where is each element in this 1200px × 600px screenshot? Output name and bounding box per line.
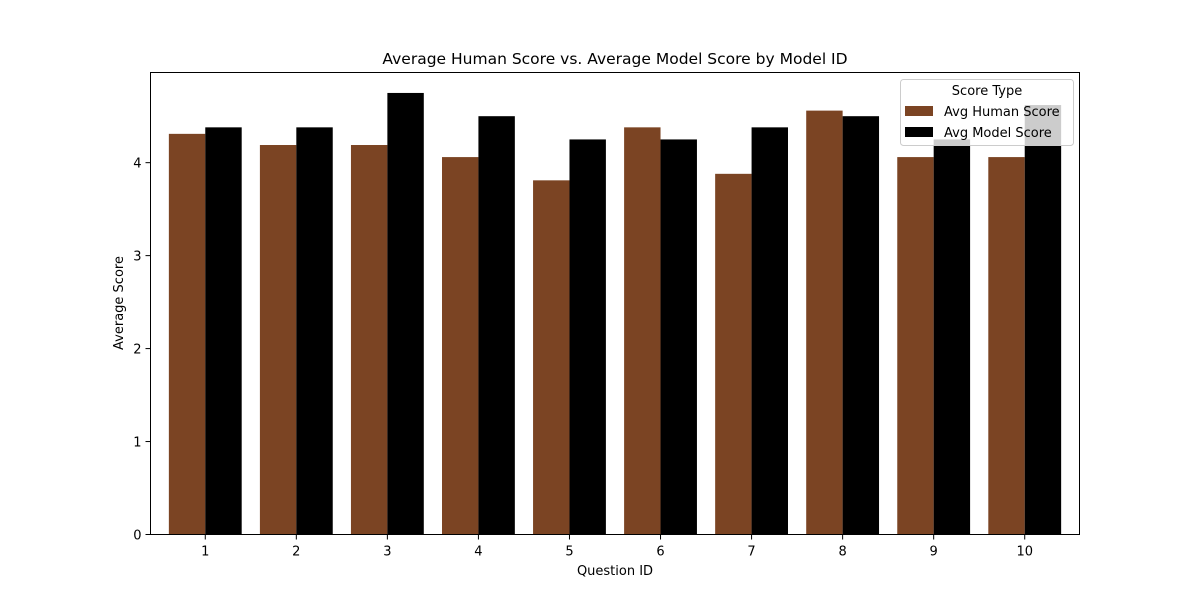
bar-human-3 — [350, 145, 388, 535]
legend-box — [900, 79, 1074, 146]
bar-model-9 — [933, 139, 971, 535]
bar-model-1 — [205, 127, 242, 535]
x-axis-label: Question ID — [577, 564, 653, 579]
bar-human-10 — [988, 157, 1025, 535]
y-tick-label-3: 3 — [133, 250, 141, 265]
legend-label-model: Avg Model Score — [944, 126, 1052, 141]
y-tick-label-4: 4 — [133, 157, 141, 172]
bar-human-7 — [715, 173, 752, 535]
legend: Score Type Avg Human Score Avg Model Sco… — [900, 79, 1074, 146]
x-tick-label-7: 7 — [747, 545, 755, 560]
bar-human-6 — [624, 127, 661, 535]
y-tick-label-2: 2 — [133, 343, 141, 358]
bar-human-4 — [442, 157, 479, 535]
bar-human-8 — [806, 110, 843, 535]
bar-human-2 — [259, 145, 297, 535]
x-tick-label-2: 2 — [292, 545, 300, 560]
plot-frame — [150, 72, 1080, 535]
bar-model-2 — [296, 127, 333, 535]
bar-model-4 — [478, 116, 515, 535]
legend-swatch-human — [905, 106, 933, 116]
bar-model-8 — [842, 116, 880, 535]
x-tick-label-3: 3 — [383, 545, 391, 560]
bar-model-10 — [1024, 105, 1062, 535]
legend-swatch-model — [905, 127, 933, 137]
x-tick-label-6: 6 — [656, 545, 664, 560]
y-axis-label: Average Score — [112, 256, 127, 350]
bar-human-1 — [168, 133, 206, 535]
x-tick-label-9: 9 — [930, 545, 938, 560]
x-tick-label-4: 4 — [474, 545, 482, 560]
legend-title: Score Type — [952, 84, 1022, 99]
legend-label-human: Avg Human Score — [944, 105, 1060, 120]
x-tick-label-10: 10 — [1016, 545, 1033, 560]
bar-model-7 — [751, 127, 788, 535]
x-tick-label-1: 1 — [201, 545, 209, 560]
bar-model-5 — [569, 139, 606, 535]
x-tick-label-5: 5 — [565, 545, 573, 560]
x-tick-label-8: 8 — [838, 545, 846, 560]
bar-model-6 — [660, 139, 697, 535]
y-tick-label-0: 0 — [133, 529, 141, 544]
y-axis-ticks: 0 1 2 3 4 — [133, 157, 151, 544]
bar-model-3 — [387, 92, 424, 535]
x-axis-ticks: 1 2 3 4 5 6 7 8 9 10 — [201, 534, 1033, 560]
bar-human-9 — [897, 157, 934, 535]
bars-group — [168, 92, 1062, 535]
chart-title: Average Human Score vs. Average Model Sc… — [382, 50, 847, 68]
y-tick-label-1: 1 — [133, 436, 141, 451]
bar-human-5 — [533, 180, 570, 535]
